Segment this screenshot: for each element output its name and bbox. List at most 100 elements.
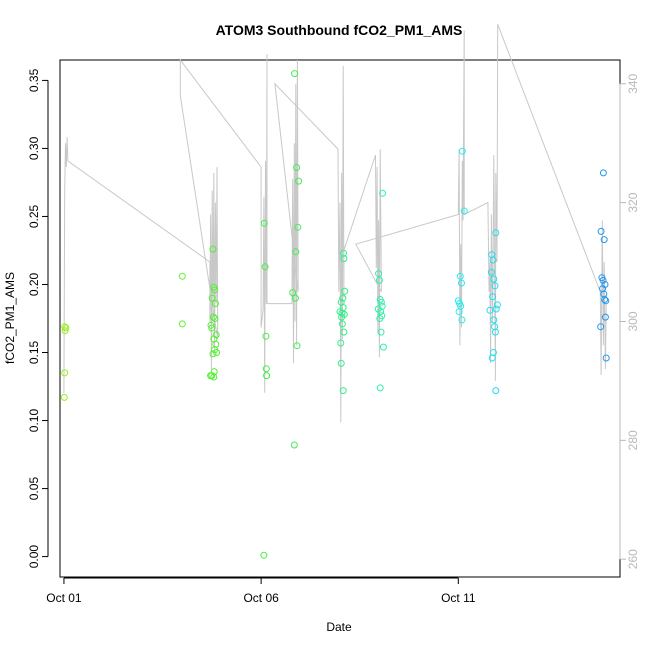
data-point [488, 354, 496, 362]
data-point [209, 350, 217, 358]
x-axis: Oct 01 Oct 06 Oct 11 [46, 577, 476, 605]
data-point [210, 373, 218, 381]
data-point [376, 315, 384, 322]
data-point [60, 393, 68, 401]
data-point [207, 372, 215, 380]
data-point [376, 384, 384, 392]
left-axis-tick-label: 0.10 [27, 409, 41, 433]
data-point [490, 316, 498, 324]
data-point [337, 359, 345, 367]
left-axis-tick-label: 0.00 [27, 545, 41, 569]
left-axis-tick-label: 0.25 [27, 204, 41, 228]
left-axis-tick-label: 0.30 [27, 136, 41, 160]
left-y-axis: 0.00 0.05 0.10 0.15 0.20 0.25 0.30 0.35 [27, 68, 49, 569]
data-point [293, 342, 301, 350]
data-point [491, 323, 499, 331]
x-axis-tick-label: Oct 01 [46, 591, 82, 605]
data-point [209, 245, 217, 253]
data-point [487, 268, 495, 276]
data-point [340, 249, 347, 257]
data-point [178, 272, 186, 280]
data-point [61, 369, 69, 377]
data-point [292, 248, 300, 256]
data-point [338, 313, 346, 321]
data-point [460, 207, 468, 215]
data-point [599, 276, 607, 284]
data-point [492, 229, 500, 237]
data-point [600, 236, 608, 244]
data-point [295, 177, 303, 185]
y-axis-label: fCO2_PM1_AMS [3, 272, 17, 364]
right-axis-tick-label: 280 [626, 430, 640, 450]
data-point [489, 256, 497, 264]
data-point [377, 298, 385, 306]
right-axis-tick-label: 260 [626, 549, 640, 569]
data-point [493, 301, 501, 309]
data-point [601, 296, 609, 303]
data-point [62, 324, 70, 332]
data-point [291, 70, 299, 78]
series-line [63, 24, 607, 423]
data-point [458, 279, 465, 287]
data-point [601, 313, 609, 321]
data-point [602, 354, 610, 362]
right-axis-tick-label: 300 [626, 311, 640, 331]
data-point [340, 255, 348, 263]
data-point [341, 287, 349, 295]
data-point [375, 276, 383, 284]
data-point [61, 323, 69, 331]
right-axis-tick-label: 340 [626, 73, 640, 93]
data-point [262, 365, 270, 373]
left-axis-tick-label: 0.20 [27, 272, 41, 296]
data-point [178, 320, 186, 328]
scatter-points [60, 70, 610, 559]
data-point [455, 308, 463, 316]
data-point [208, 294, 216, 302]
right-axis-tick-label: 320 [626, 192, 640, 212]
data-point [340, 328, 348, 336]
data-point [377, 328, 385, 336]
data-point [492, 387, 500, 395]
data-point [491, 282, 499, 290]
data-point [261, 263, 269, 271]
data-point [289, 289, 297, 297]
data-point [213, 349, 221, 356]
x-axis-tick-label: Oct 11 [441, 591, 476, 605]
data-point [597, 227, 605, 235]
data-point [209, 313, 217, 321]
data-point [375, 270, 383, 278]
data-point [490, 275, 498, 283]
data-point [489, 293, 497, 301]
data-point [293, 164, 301, 171]
data-point [379, 189, 387, 197]
right-axis-line-series [63, 24, 607, 423]
left-axis-tick-label: 0.15 [27, 341, 41, 365]
data-point [456, 272, 464, 280]
data-point [260, 551, 268, 559]
data-point [290, 441, 298, 449]
data-point [337, 339, 345, 347]
data-point [458, 316, 466, 324]
data-point [597, 323, 605, 331]
data-point [262, 332, 270, 340]
x-axis-tick-label: Oct 06 [243, 591, 279, 605]
chart-title: ATOM3 Southbound fCO2_PM1_AMS [216, 22, 463, 38]
data-point [377, 308, 385, 316]
data-point [208, 324, 216, 332]
data-point [599, 169, 607, 177]
data-point [211, 315, 219, 322]
x-axis-label: Date [326, 620, 352, 634]
data-point [486, 306, 494, 314]
data-point [338, 320, 346, 328]
data-point [492, 305, 500, 313]
data-point [458, 147, 466, 155]
data-point [339, 294, 347, 302]
right-y-axis: 260 280 300 320 340 [619, 73, 640, 569]
data-point [263, 372, 271, 380]
data-point [491, 328, 499, 336]
data-point [294, 223, 302, 231]
left-axis-tick-label: 0.05 [27, 477, 41, 501]
data-point [339, 387, 347, 395]
data-point [379, 343, 387, 351]
